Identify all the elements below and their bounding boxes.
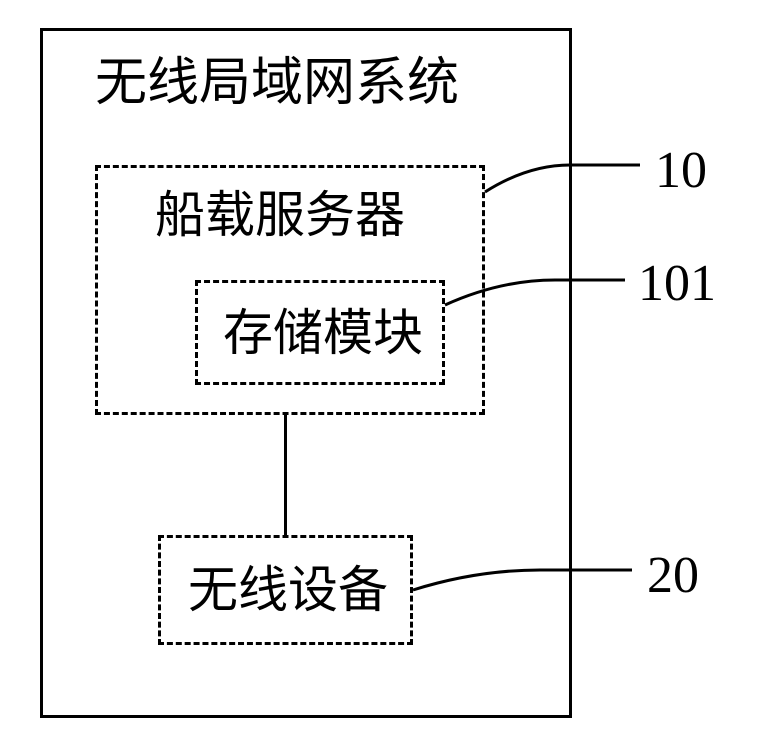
wireless-leader-line (0, 0, 781, 732)
server-to-wireless-connector (284, 415, 287, 535)
wireless-id: 20 (647, 550, 699, 602)
